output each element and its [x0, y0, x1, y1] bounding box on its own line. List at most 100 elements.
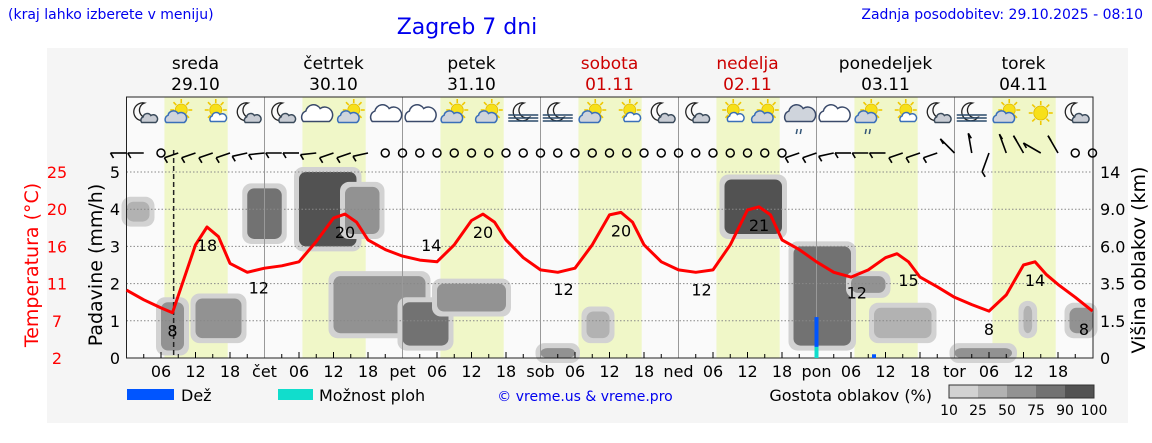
x-tick-label: 18	[910, 362, 930, 381]
temperature-line	[125, 205, 1094, 315]
moon-cloud-icon	[926, 102, 952, 124]
wind-barb-tick	[1012, 135, 1018, 142]
wind-barb-tick	[998, 133, 1004, 140]
last-updated: Zadnja posodobitev: 29.10.2025 - 08:10	[861, 7, 1143, 23]
cloud-patch-core	[126, 201, 150, 222]
temperature-label: 18	[197, 236, 217, 255]
day-name: torek	[1002, 54, 1046, 74]
cloud-density-swatch	[949, 385, 978, 398]
copyright-link[interactable]: © vreme.us & vreme.pro	[497, 389, 672, 405]
rain-bar	[814, 317, 819, 358]
cloud-density-swatch	[1036, 385, 1065, 398]
wind-barb-tick	[905, 157, 910, 164]
temperature-label: 12	[691, 280, 711, 299]
wind-calm-icon	[156, 148, 166, 158]
cloud-patch-core	[161, 302, 184, 351]
moon-fog-icon	[508, 102, 539, 122]
wind-calm-icon	[397, 148, 408, 158]
moon-fog-icon	[542, 102, 573, 122]
legend-rain-swatch	[127, 389, 174, 400]
showers-bar	[814, 346, 819, 358]
temperature-label: 12	[553, 280, 573, 299]
wind-barb-tick	[299, 154, 305, 161]
temp-axis-tick: 2	[52, 349, 62, 368]
page-title: Zagreb 7 dni	[396, 15, 538, 40]
cloud-patch-core	[345, 186, 380, 234]
wind-calm-icon	[553, 148, 563, 158]
wind-barb-tick	[231, 155, 236, 162]
x-tick-label: 06	[703, 362, 723, 381]
wind-barb-tick	[967, 132, 972, 139]
right-axis-tick: 1.5	[1100, 312, 1125, 331]
location-menu-note[interactable]: (kraj lahko izberete v meniju)	[8, 7, 214, 23]
wind-calm-icon	[742, 148, 753, 158]
day-name: četrtek	[303, 54, 364, 74]
cloudy-icon	[300, 104, 334, 123]
wind-barb-icon	[923, 152, 938, 159]
left-axis-tick: 2	[110, 275, 120, 294]
legend-showers-label: Možnost ploh	[319, 386, 425, 405]
wind-calm-icon	[466, 148, 477, 158]
day-date: 02.11	[723, 75, 772, 95]
temperature-label: 8	[1079, 320, 1089, 339]
wind-barb-tick	[336, 157, 341, 164]
wind-barb-tick	[163, 157, 169, 164]
sun-cloud-icon	[474, 99, 503, 124]
temperature-label: 20	[611, 221, 631, 240]
wind-barb-icon	[888, 152, 904, 159]
day-name: petek	[447, 54, 495, 74]
wind-calm-icon	[708, 148, 718, 158]
wind-barb-tick	[109, 152, 115, 159]
wind-barb-tick	[851, 152, 856, 159]
wind-barb-icon	[939, 138, 956, 154]
sun-cloud-rain-icon	[854, 99, 883, 135]
temp-axis-tick: 11	[47, 275, 67, 294]
x-tick-label: 12	[323, 362, 343, 381]
temperature-label: 21	[749, 216, 769, 235]
left-axis-tick: 1	[110, 312, 120, 331]
wind-barb-icon	[319, 152, 334, 159]
wind-calm-icon	[501, 148, 511, 158]
wind-calm-icon	[673, 148, 684, 158]
sun-small-cloud-icon	[722, 99, 745, 123]
cloud-patch-core	[195, 298, 242, 339]
x-tick-label: 18	[634, 362, 654, 381]
cloudy-icon	[404, 104, 437, 123]
sun-icon	[1028, 101, 1053, 125]
wind-barb-icon	[181, 152, 196, 159]
x-tick-label: 12	[737, 362, 757, 381]
cloudy-rain-icon	[783, 104, 817, 135]
wind-calm-icon	[484, 148, 494, 158]
wind-calm-icon	[1087, 148, 1098, 158]
left-axis-label: Padavine (mm/h)	[85, 184, 107, 347]
cloud-density-tick: 75	[1027, 403, 1045, 419]
x-tick-label: 06	[151, 362, 171, 381]
sun-cloud-icon	[336, 99, 365, 124]
wind-calm-icon	[380, 148, 390, 158]
cloud-density-swatch	[1007, 385, 1036, 398]
temperature-label: 12	[847, 284, 867, 303]
day-date: 04.11	[999, 75, 1048, 95]
wind-barb-icon	[981, 152, 990, 173]
wind-calm-icon	[587, 148, 597, 158]
wind-calm-icon	[432, 148, 442, 158]
wind-calm-icon	[449, 148, 459, 158]
cloud-patch-core	[793, 246, 851, 346]
right-axis-label: Višina oblakov (km)	[1128, 167, 1150, 354]
x-day-label: čet	[252, 362, 277, 381]
cloudy-icon	[818, 104, 851, 123]
wind-barb-icon	[818, 152, 834, 158]
wind-barb-icon	[967, 133, 973, 154]
wind-barb-icon	[352, 152, 369, 158]
temperature-label: 14	[1025, 271, 1045, 290]
x-tick-label: 12	[875, 362, 895, 381]
day-name: ponedeljek	[839, 54, 933, 74]
temp-axis-tick: 20	[47, 200, 67, 219]
wind-barb-tick	[352, 155, 357, 162]
x-tick-label: 12	[599, 362, 619, 381]
x-tick-label: 06	[289, 362, 309, 381]
x-tick-label: 06	[565, 362, 585, 381]
legend-showers-swatch	[278, 389, 313, 400]
wind-barb-icon	[248, 152, 265, 156]
